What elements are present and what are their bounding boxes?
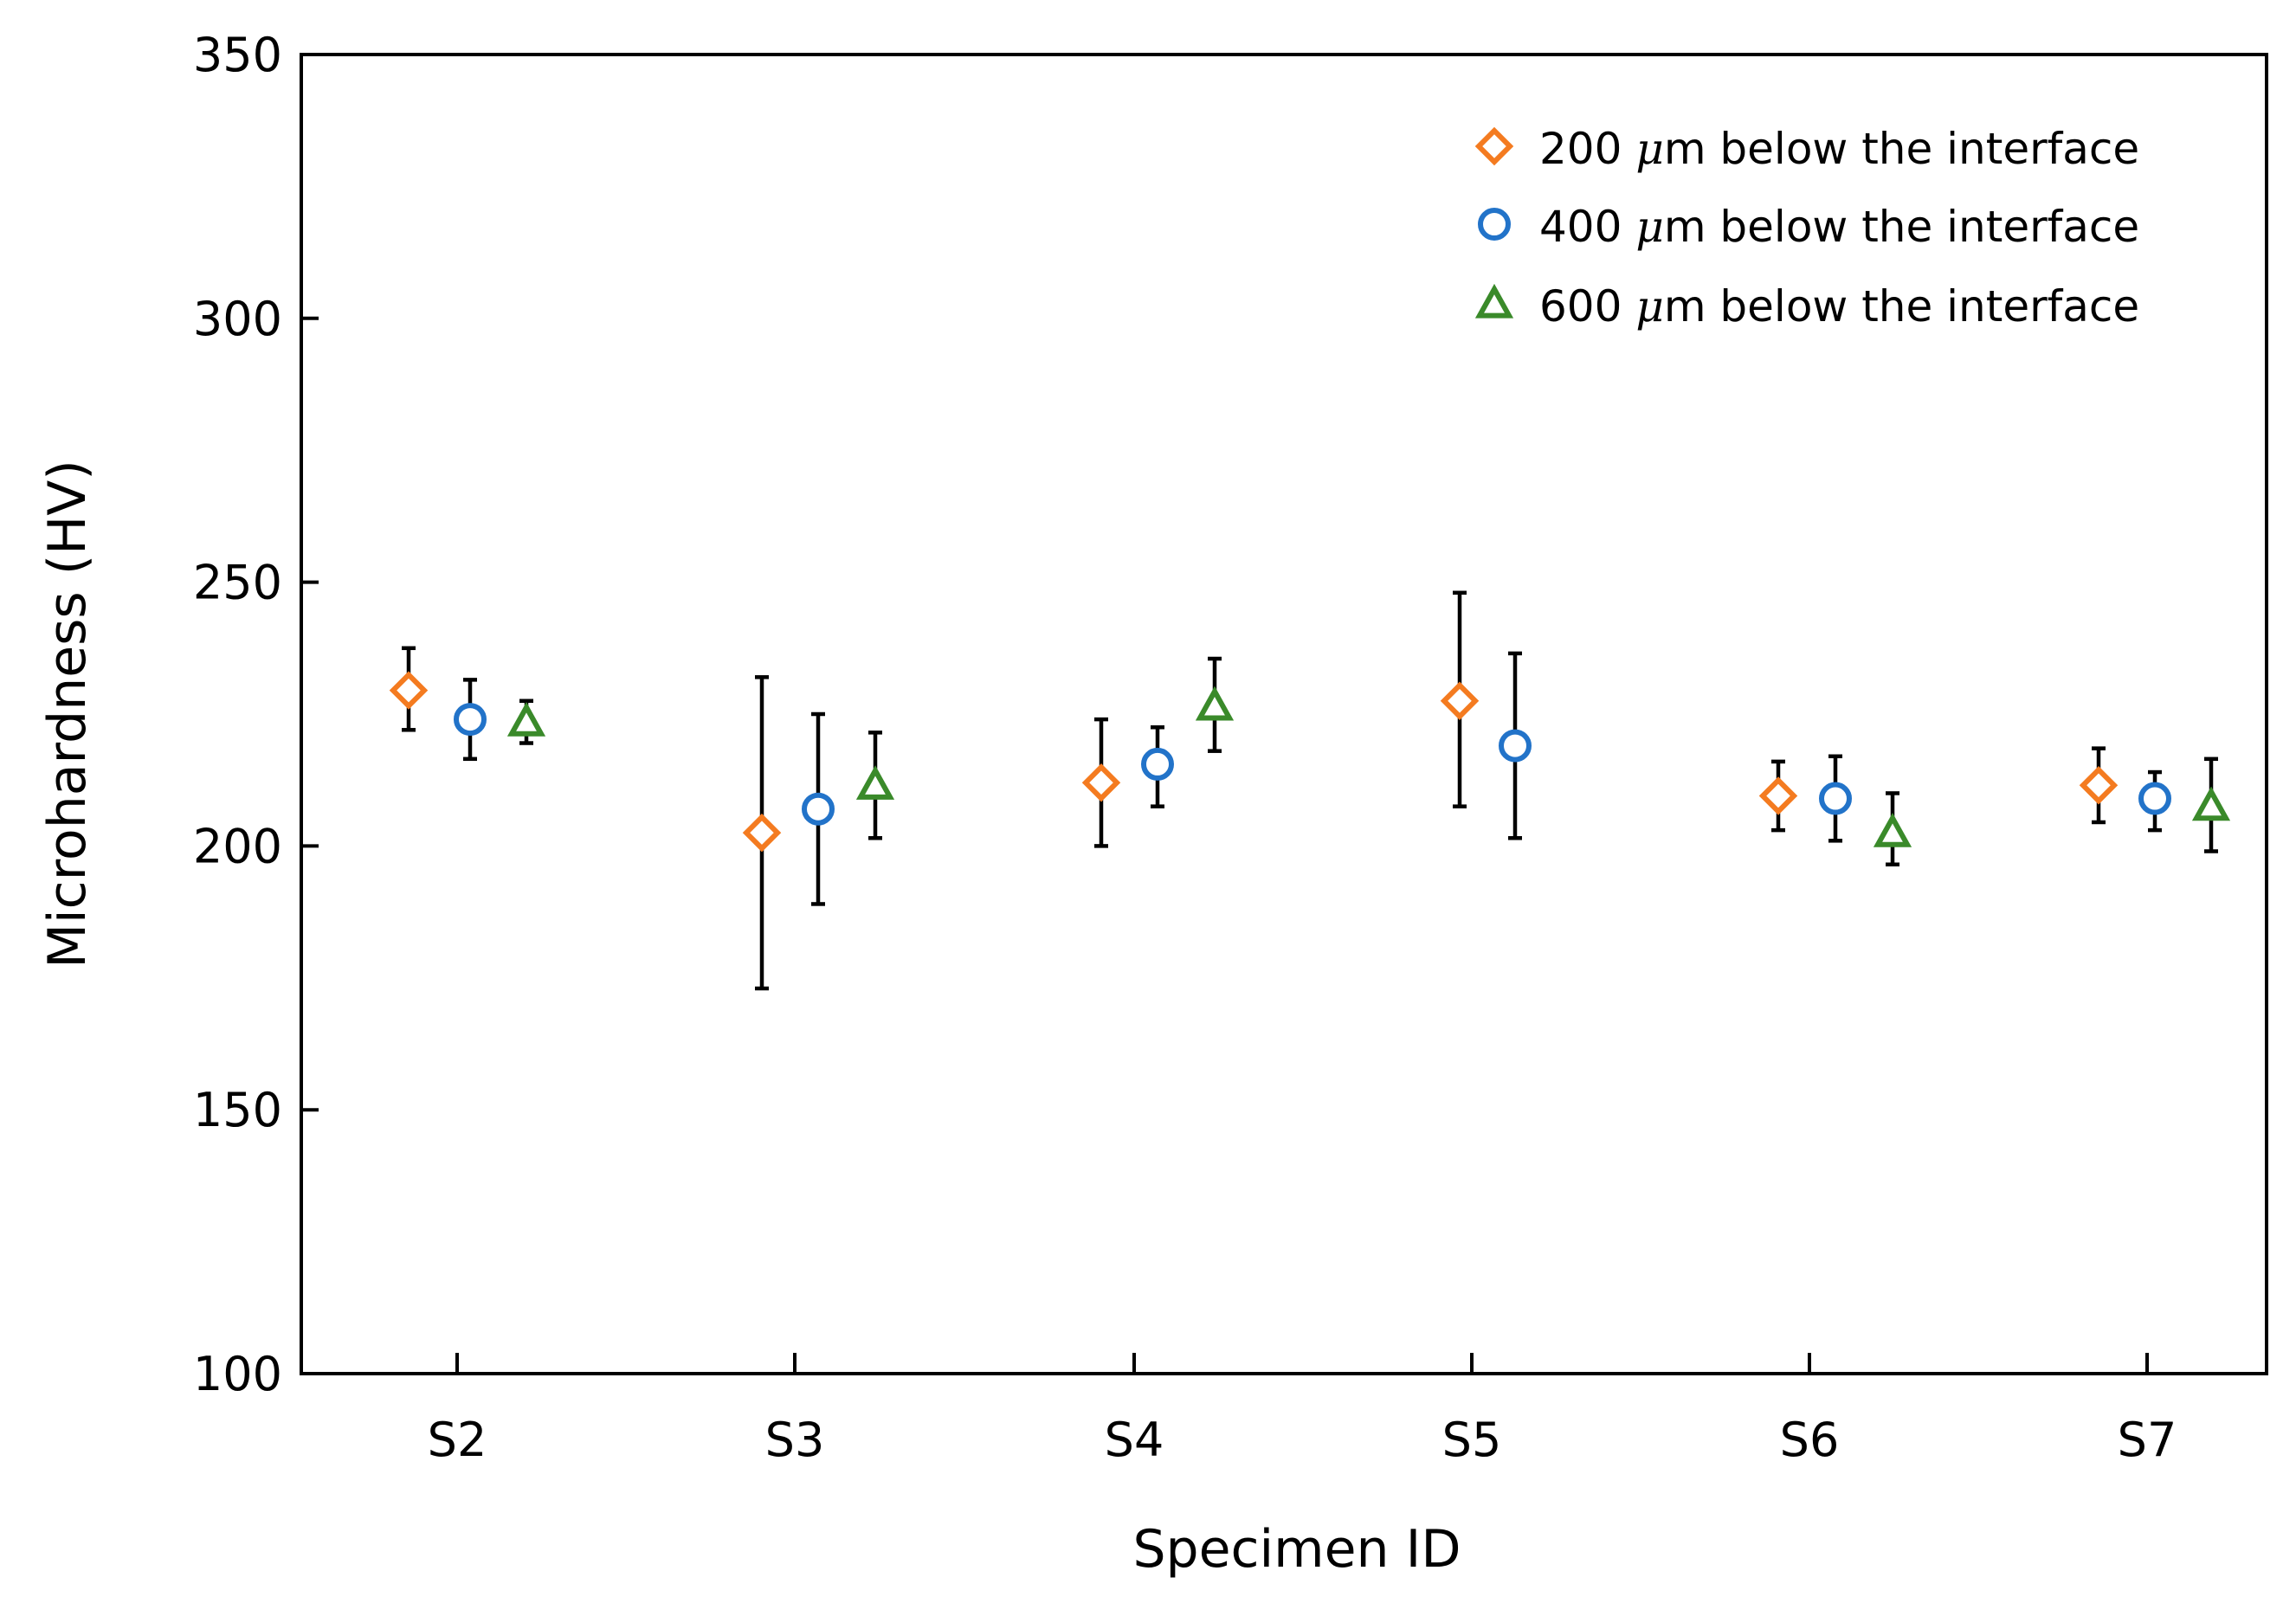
data-marks [389,590,2231,991]
legend-marker-triangle [1474,283,1514,319]
series-diamond [389,590,2119,991]
legend-item-diamond: 200 μm below the interface [1474,124,2139,174]
legend: 200 μm below the interface 400 μm below t… [1474,124,2139,332]
data-point-s6 [1873,812,1912,847]
y-tick-label: 150 [193,1083,282,1137]
data-point-s7 [2191,786,2231,821]
data-point-s4 [1081,763,1121,802]
y-tick-label: 350 [193,28,282,82]
x-axis: S2 S3 S4 S5 S6 S7 [428,1353,2177,1467]
data-point-s7 [2138,782,2171,815]
y-tick-label: 300 [193,292,282,346]
data-point-s4 [1141,747,1174,781]
data-point-s5 [1499,729,1532,763]
plot-area-frame [300,53,2268,1375]
data-point-s7 [2079,766,2119,805]
legend-marker-circle [1478,208,1511,241]
x-tick-label-s4: S4 [1105,1413,1164,1467]
x-tick-label-s3: S3 [765,1413,825,1467]
data-point-s2 [454,703,487,737]
data-point-s6 [1758,776,1798,815]
data-point-s6 [1819,782,1852,815]
x-tick-label-s7: S7 [2118,1413,2177,1467]
legend-label: 600 μm below the interface [1539,281,2139,332]
y-tick-label: 100 [193,1347,282,1401]
x-axis-title: Specimen ID [1132,1519,1461,1580]
legend-marker-diamond [1474,126,1514,166]
data-point-s2 [506,701,546,737]
x-tick-label-s6: S6 [1780,1413,1840,1467]
legend-label: 200 μm below the interface [1539,124,2139,174]
y-tick-label: 250 [193,556,282,610]
data-point-s2 [389,671,429,710]
legend-item-circle: 400 μm below the interface [1478,202,2139,252]
legend-item-triangle: 600 μm below the interface [1474,281,2139,332]
series-circle [454,651,2171,906]
y-axis: 100 150 200 250 300 350 [193,28,319,1401]
data-point-s4 [1195,686,1235,721]
x-tick-label-s5: S5 [1442,1413,1502,1467]
legend-label: 400 μm below the interface [1539,202,2139,252]
data-point-s3 [855,765,895,800]
y-axis-title: Microhardness (HV) [37,460,98,969]
data-point-s3 [802,792,835,826]
data-point-s3 [742,813,782,853]
y-tick-label: 200 [193,819,282,873]
data-point-s5 [1440,681,1480,721]
x-tick-label-s2: S2 [428,1413,487,1467]
series-triangle [506,656,2231,866]
